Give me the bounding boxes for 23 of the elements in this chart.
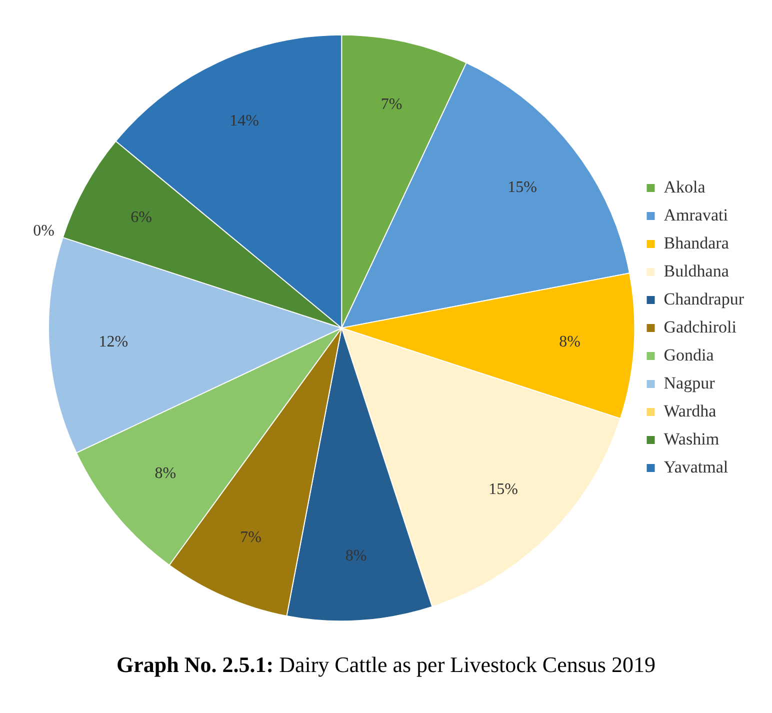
data-label: 15% [488, 480, 518, 498]
legend-label: Akola [664, 177, 706, 196]
data-label: 14% [230, 112, 259, 130]
legend-label: Gondia [664, 345, 714, 364]
legend-label: Gadchiroli [664, 317, 737, 336]
data-label: 8% [559, 334, 580, 351]
legend-label: Yavatmal [664, 457, 728, 476]
legend-label: Amravati [664, 205, 728, 224]
text: Graph No. 2.5.1: Dairy Cattle as per Livestock Census 2019 [116, 652, 656, 677]
legend-label: Bhandara [664, 233, 730, 252]
legend-label: Chandrapur [664, 289, 744, 308]
data-label: 7% [240, 529, 262, 546]
data-label: 8% [345, 547, 367, 564]
legend-label: Wardha [664, 401, 717, 420]
data-label: 6% [130, 209, 152, 226]
data-label: 15% [508, 179, 537, 196]
legend-label: Nagpur [664, 373, 716, 392]
legend-label: Washim [664, 429, 720, 448]
data-label: 12% [98, 334, 128, 351]
data-label: 8% [154, 464, 176, 482]
data-label: 7% [380, 96, 402, 114]
legend-label: Buldhana [664, 261, 730, 280]
text: 0% [33, 222, 54, 240]
